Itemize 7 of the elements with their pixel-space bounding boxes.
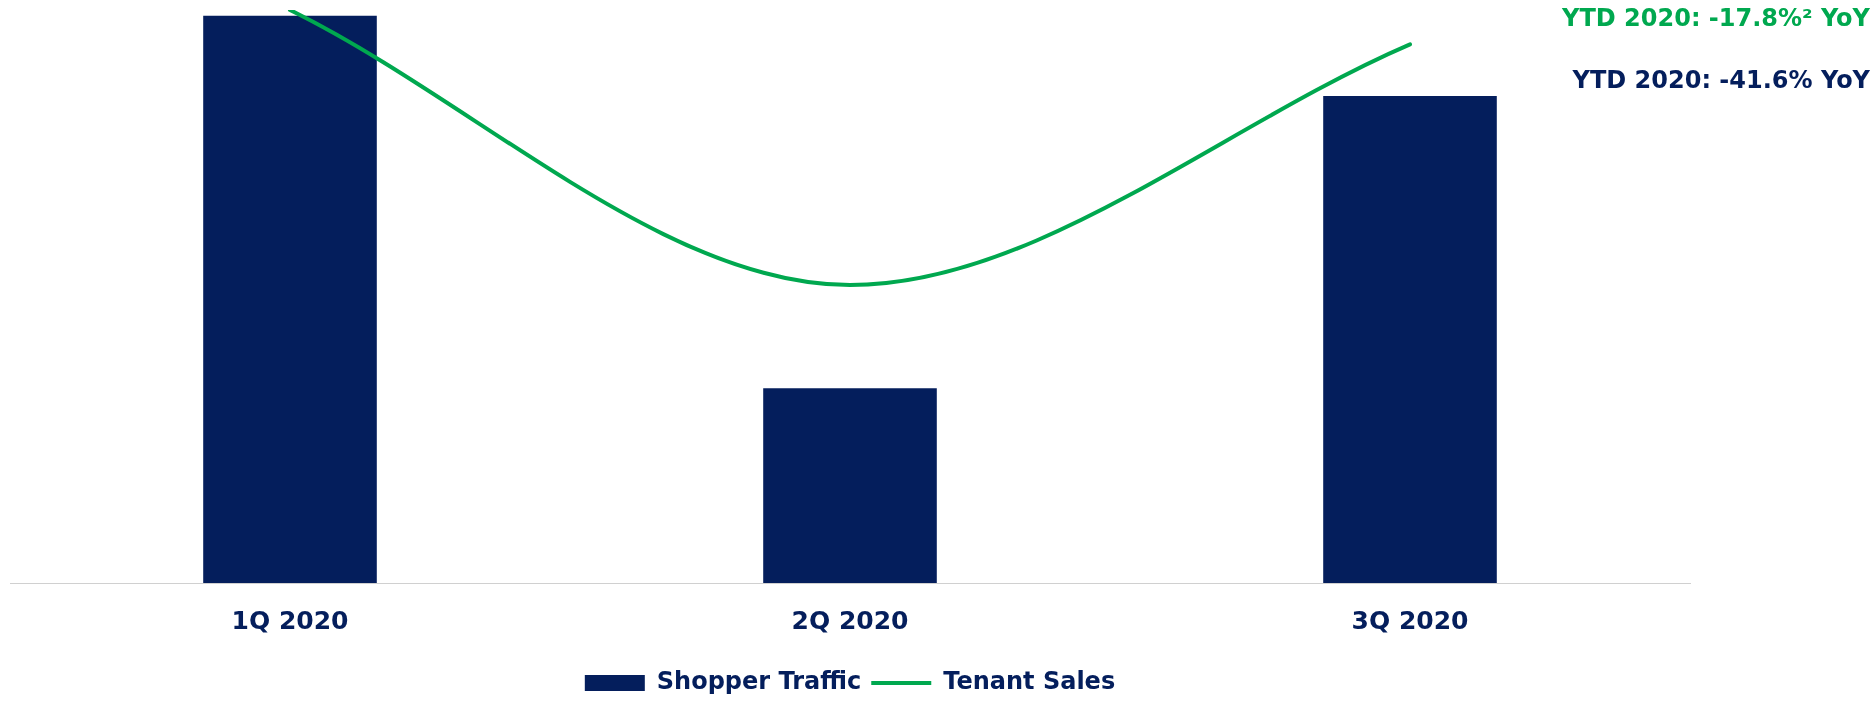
x-tick-label: 1Q 2020 [231,605,349,635]
annotation: YTD 2020: -17.8%² YoY [1561,4,1870,32]
x-tick-label: 3Q 2020 [1351,605,1469,635]
annotation: YTD 2020: -41.6% YoY [1571,66,1870,94]
legend-label: Shopper Traffic [656,667,862,696]
x-tick-label: 2Q 2020 [791,605,909,635]
legend-label: Tenant Sales [943,667,1116,696]
